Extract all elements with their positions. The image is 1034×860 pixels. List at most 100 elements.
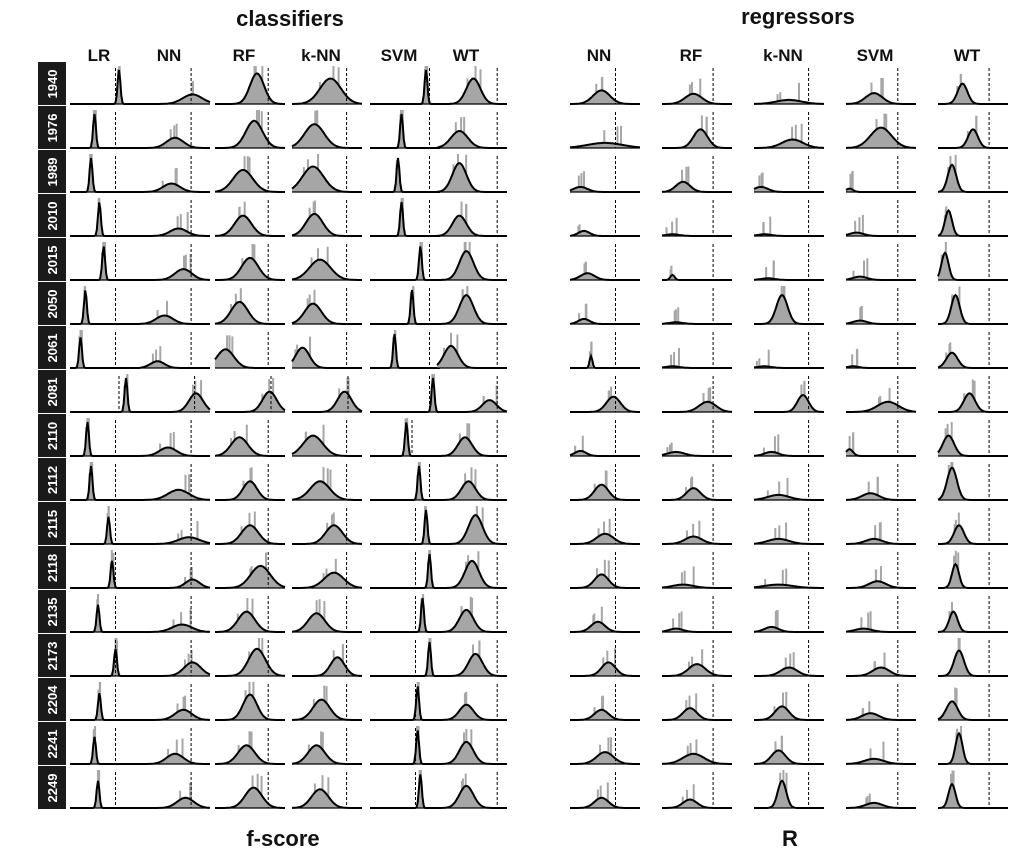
classifier-cell [437,640,507,677]
classifier-cell [140,772,211,809]
regressor-cell [754,112,824,149]
density-curve [370,597,440,633]
histogram-area [370,598,440,632]
histogram-area [215,391,285,412]
histogram-area [292,78,362,104]
classifier-cell [291,684,362,721]
regressor-cell [753,244,824,281]
histogram-area [70,648,140,676]
histogram-area [292,166,362,192]
histogram-area [437,653,507,676]
histogram-area [437,345,507,368]
classifier-cell [291,332,362,369]
classifier-cell [140,640,211,677]
regressor-cell [937,200,1008,237]
classifier-cell [292,66,363,105]
regressor-cell [661,332,732,369]
column-label: WT [453,46,480,65]
histogram-area [938,435,1008,456]
histogram-area [70,422,140,456]
classifier-cell [214,156,285,193]
histogram-area [437,704,507,720]
histogram-area [846,758,916,764]
classifier-cell [215,772,285,809]
regressor-cell [662,640,732,677]
histogram-area [570,797,640,808]
histogram-area [292,213,362,236]
row-label: 2050 [45,290,60,319]
histogram-area [938,129,1008,148]
classifier-cell [139,420,210,457]
row-label: 2241 [45,730,60,759]
density-curve [70,465,140,501]
histogram-area [140,489,210,500]
histogram-area [215,215,285,236]
regressor-cell [938,508,1008,545]
classifier-cell [70,374,140,413]
row-label: 1989 [45,158,60,187]
density-curve [370,774,440,809]
regressors-column-labels: NN RF k-NN SVM WT [587,46,981,65]
regressor-cell [661,288,732,325]
classifier-cell [215,552,286,589]
classifier-cell [215,464,285,501]
histogram-area [215,437,285,456]
density-curve [845,448,916,457]
classifier-cell [70,638,140,677]
row-label-box [38,326,66,369]
classifier-cell [292,640,363,677]
histogram-area [570,396,640,412]
classifiers-cells [70,66,508,809]
classifier-cell [437,596,507,633]
regressor-cell [569,244,640,281]
classifier-cell [215,243,285,281]
regressor-cell [845,244,916,281]
row-label-box [38,62,66,105]
classifier-cell [292,508,362,545]
classifier-cell [70,506,140,545]
regressor-cell [662,68,732,105]
regressor-cell [846,112,916,149]
classifier-cell [70,330,140,369]
classifier-cell [370,66,440,105]
classifier-cell [437,66,507,105]
classifier-cell [291,728,362,765]
histogram-area [662,488,732,500]
density-curve [70,421,140,457]
classifier-cell [370,156,440,193]
regressor-cell [938,68,1008,105]
regressor-cell [753,508,824,545]
regressor-cell [846,772,916,809]
regressor-cell [753,200,824,237]
regressor-cell [662,464,732,501]
regressor-cell [570,596,640,633]
regressor-cell [570,728,640,765]
classifier-cell [140,244,210,281]
regressor-cell [662,508,732,545]
histogram-area [846,493,916,500]
regressor-cell [938,376,1008,413]
histogram-area [938,733,1008,764]
classifier-cell [370,198,440,237]
classifier-cell [70,242,140,281]
histogram-area [437,560,507,588]
density-curve [938,82,1008,105]
regressor-cell [570,640,640,677]
regressor-cell [753,552,824,589]
classifier-cell [370,110,440,149]
classifier-cell [436,200,507,237]
histogram-area [754,295,824,324]
histogram-area [370,730,440,764]
row-label-box [38,282,66,325]
regressor-cell [754,770,824,809]
classifier-cell [70,154,140,193]
column-label: SVM [381,46,418,65]
regressor-cell [846,376,917,413]
histogram-area [754,626,824,632]
row-label-box [38,634,66,677]
classifier-cell [437,772,507,809]
classifier-cell [291,420,362,457]
classifier-cell [140,112,210,149]
column-label: k-NN [301,46,341,65]
histogram-area [754,139,824,148]
